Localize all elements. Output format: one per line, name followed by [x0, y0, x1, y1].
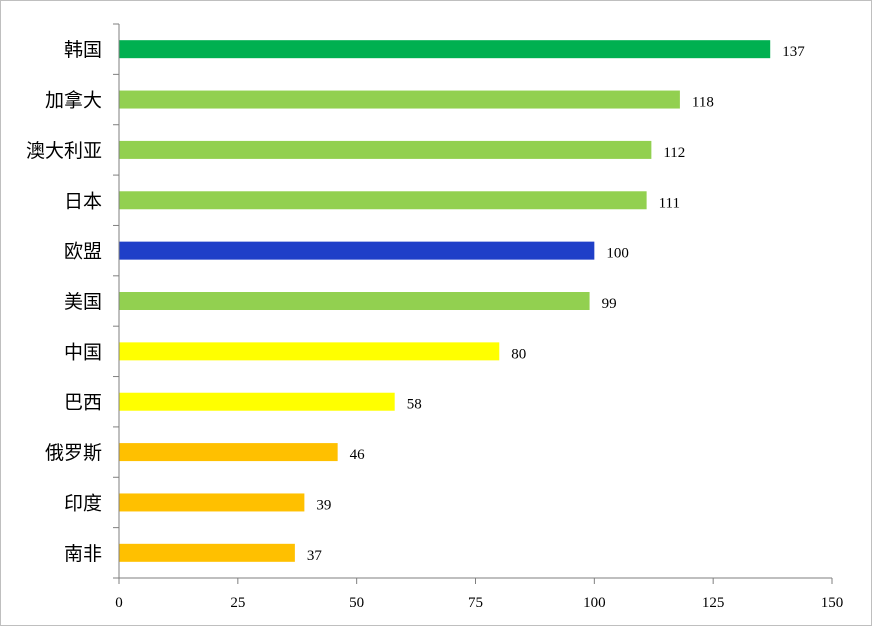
category-label: 中国 [64, 341, 102, 363]
bar-2 [119, 90, 680, 109]
value-label: 111 [659, 195, 680, 211]
bar-5 [119, 241, 595, 260]
bar-1 [119, 40, 771, 59]
category-label: 澳大利亚 [26, 140, 102, 162]
x-tick-label: 100 [583, 595, 606, 611]
category-label: 韩国 [64, 39, 102, 61]
value-label: 39 [316, 497, 331, 513]
x-tick-label: 0 [115, 595, 123, 611]
bar-6 [119, 292, 590, 310]
bar-7 [119, 342, 500, 361]
bar-3 [119, 140, 652, 159]
bar-11 [119, 543, 295, 562]
value-label: 37 [307, 548, 323, 564]
value-label: 80 [511, 346, 526, 362]
bar-8 [119, 392, 395, 411]
bar-9 [119, 443, 338, 462]
value-label: 46 [350, 447, 366, 463]
value-label: 112 [663, 145, 685, 161]
value-label: 99 [602, 296, 617, 312]
x-tick-label: 50 [349, 595, 364, 611]
value-label: 100 [606, 246, 629, 262]
category-label: 美国 [64, 291, 102, 313]
category-label: 俄罗斯 [45, 442, 102, 464]
category-label: 南非 [64, 543, 102, 565]
value-label: 58 [407, 397, 422, 413]
x-tick-label: 25 [230, 595, 245, 611]
category-label: 巴西 [64, 392, 102, 414]
category-label: 欧盟 [64, 241, 102, 263]
category-label: 加拿大 [45, 89, 102, 112]
value-label: 118 [692, 95, 714, 111]
value-label: 137 [782, 44, 805, 60]
x-tick-label: 125 [702, 595, 725, 611]
x-tick-label: 150 [821, 595, 844, 611]
bar-4 [119, 191, 647, 210]
category-label: 印度 [64, 492, 102, 514]
category-label: 日本 [64, 190, 102, 212]
x-tick-label: 75 [468, 595, 483, 611]
bar-10 [119, 493, 305, 512]
